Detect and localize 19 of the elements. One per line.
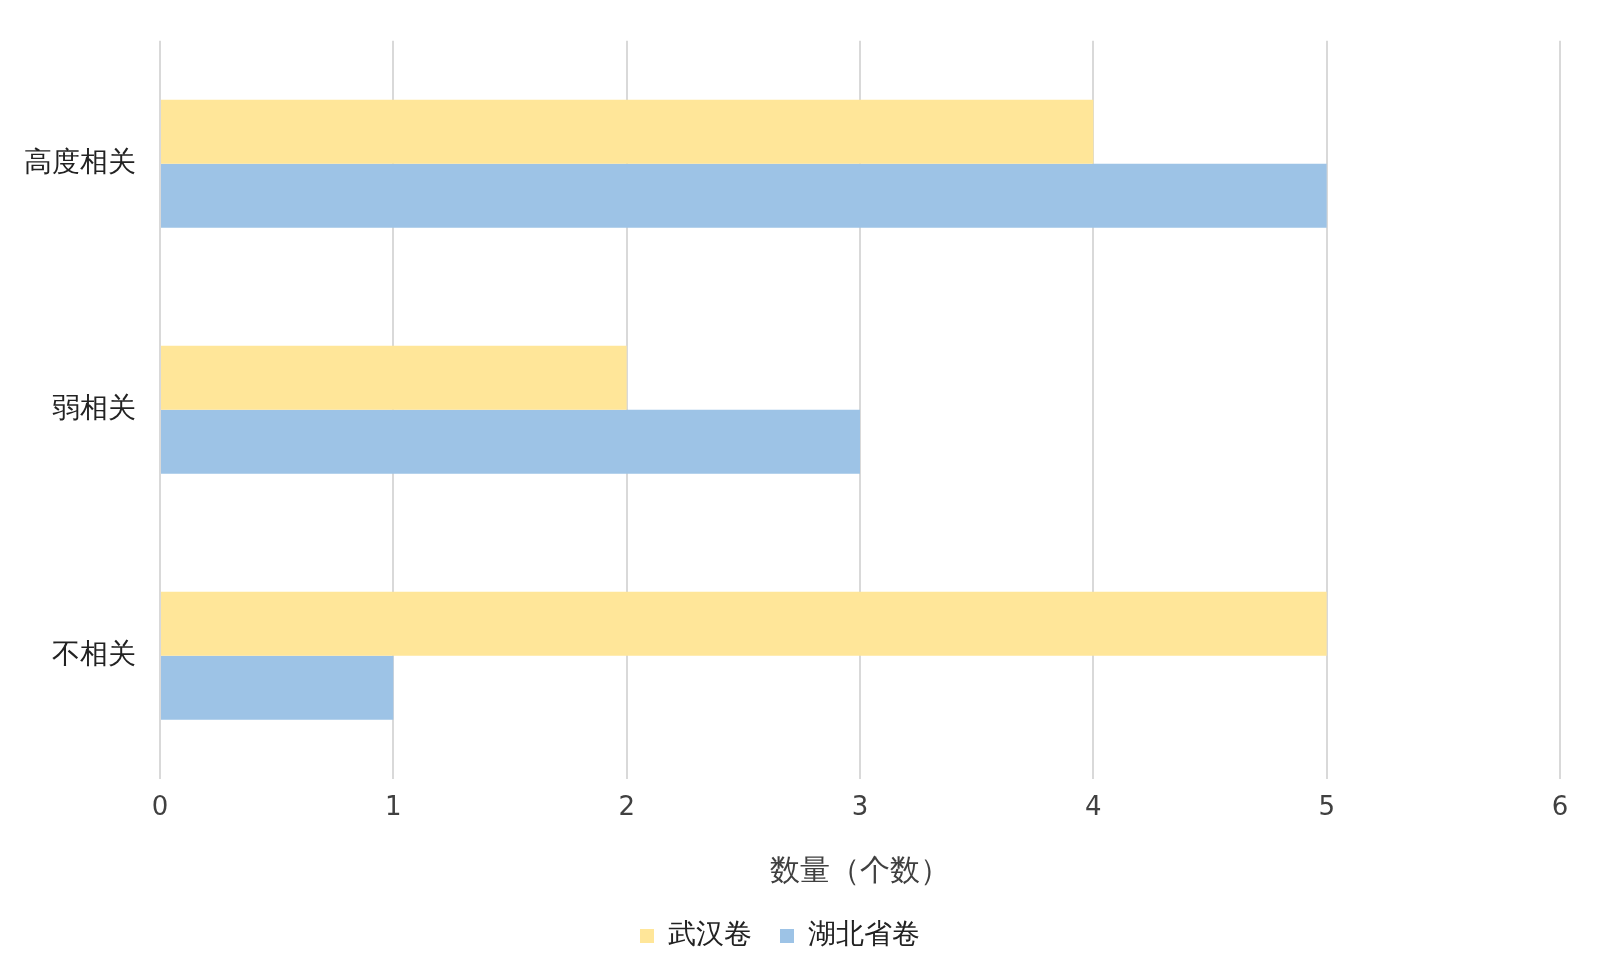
bar xyxy=(161,345,627,410)
bar xyxy=(161,655,394,720)
legend-label: 湖北省卷 xyxy=(808,917,920,951)
bar xyxy=(161,163,1327,228)
x-tick-label: 0 xyxy=(151,791,169,822)
x-tick-label: 6 xyxy=(1551,791,1569,822)
bar xyxy=(161,591,1327,656)
x-tick-label: 4 xyxy=(1085,791,1102,822)
y-tick-label: 弱相关 xyxy=(52,391,136,425)
y-tick-label: 不相关 xyxy=(52,637,136,671)
y-tick-label: 高度相关 xyxy=(24,145,136,179)
bar xyxy=(161,99,1094,164)
x-tick-label: 3 xyxy=(851,791,869,822)
x-axis-title: 数量（个数） xyxy=(770,851,950,887)
x-tick-label: 5 xyxy=(1318,791,1335,822)
legend-label: 武汉卷 xyxy=(668,917,752,951)
x-tick-label: 2 xyxy=(618,791,635,822)
x-tick-label: 1 xyxy=(385,791,402,822)
bar xyxy=(161,409,860,474)
